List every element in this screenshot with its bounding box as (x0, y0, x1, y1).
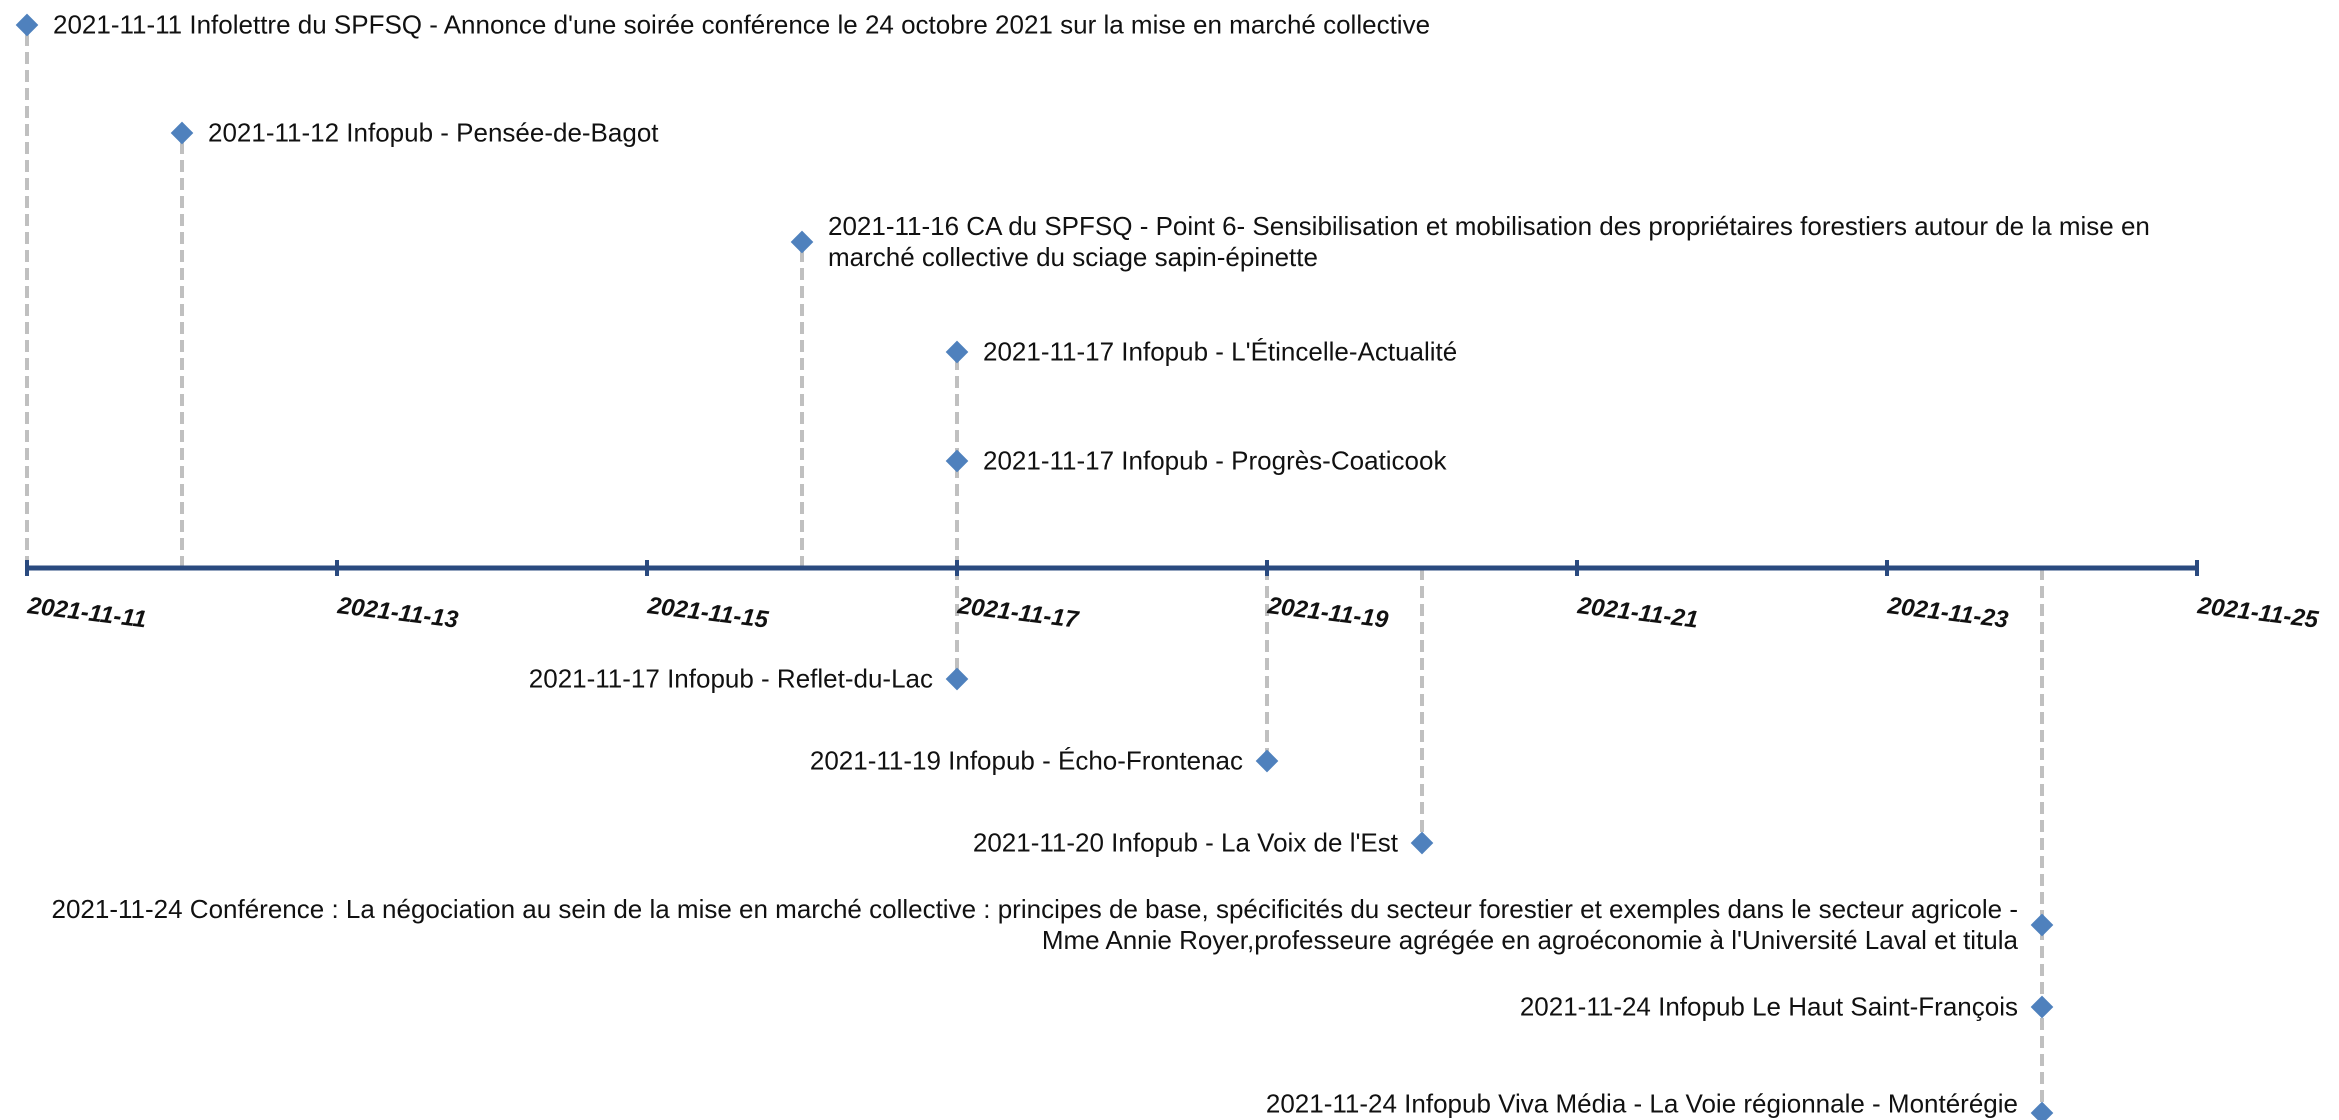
event-marker (945, 340, 969, 364)
event-marker (790, 230, 814, 254)
event-marker (15, 13, 39, 37)
x-tick-label: 2021-11-11 (25, 592, 148, 633)
event-marker (945, 449, 969, 473)
x-tick-label: 2021-11-21 (1575, 592, 1699, 634)
event-label: 2021-11-11 Infolettre du SPFSQ - Annonce… (53, 9, 1431, 40)
x-tick-label: 2021-11-19 (1265, 592, 1390, 634)
event-label: 2021-11-17 Infopub - Progrès-Coaticook (983, 445, 1447, 476)
event-label: 2021-11-24 Conférence : La négociation a… (51, 894, 2018, 955)
event-label: 2021-11-24 Infopub Viva Média - La Voie … (1265, 1088, 2018, 1119)
x-tick-label: 2021-11-25 (2195, 592, 2320, 634)
x-tick-label: 2021-11-15 (645, 592, 770, 634)
x-tick-label: 2021-11-23 (1885, 592, 2010, 634)
event-label: 2021-11-16 CA du SPFSQ - Point 6- Sensib… (828, 211, 2150, 272)
event-marker (2030, 1101, 2054, 1120)
event-marker (2030, 913, 2054, 937)
x-tick-label: 2021-11-17 (955, 592, 1081, 634)
event-marker (1255, 749, 1279, 773)
event-marker (170, 121, 194, 145)
event-label: 2021-11-17 Infopub - L'Étincelle-Actuali… (983, 336, 1458, 367)
event-marker (945, 667, 969, 691)
event-marker (2030, 995, 2054, 1019)
event-marker (1410, 831, 1434, 855)
x-tick-label: 2021-11-13 (335, 592, 460, 634)
event-label: 2021-11-19 Infopub - Écho-Frontenac (809, 745, 1243, 776)
event-label: 2021-11-17 Infopub - Reflet-du-Lac (528, 663, 933, 694)
event-label: 2021-11-12 Infopub - Pensée-de-Bagot (208, 117, 659, 148)
event-label: 2021-11-24 Infopub Le Haut Saint-Françoi… (1519, 991, 2018, 1022)
event-label: 2021-11-20 Infopub - La Voix de l'Est (972, 827, 1398, 858)
